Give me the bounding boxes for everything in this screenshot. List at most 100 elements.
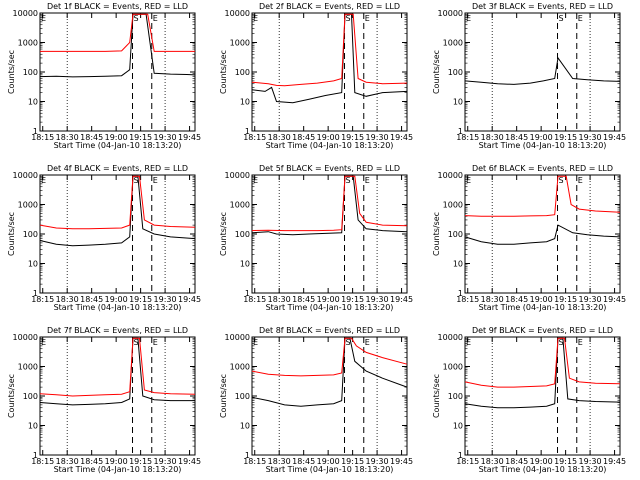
event-marker-label: E: [41, 14, 46, 23]
chart-panel-9: Det 9f BLACK = Events, RED = LLD 1 10 100 10…: [432, 326, 626, 474]
series-line-lld: [40, 13, 195, 52]
event-marker-label: S: [134, 338, 139, 347]
chart-title: Det 1f BLACK = Events, RED = LLD: [47, 2, 188, 11]
x-tick-label: 19:00: [317, 133, 340, 142]
x-tick-label: 18:30: [481, 457, 504, 466]
y-tick-label: 10: [240, 422, 250, 431]
y-tick-label: 10000: [438, 9, 463, 18]
chart-title: Det 5f BLACK = Events, RED = LLD: [259, 164, 400, 173]
event-marker-label: S: [559, 176, 564, 185]
y-axis-label: Counts/sec: [432, 212, 441, 256]
x-tick-label: 19:15: [129, 133, 152, 142]
x-axis-label: Start Time (04-Jan-10 18:13:20): [266, 141, 394, 150]
chart-panel-4: Det 4f BLACK = Events, RED = LLD 1 10 100 10…: [7, 164, 201, 312]
x-tick-label: 19:00: [530, 295, 553, 304]
y-tick-label: 1000: [230, 363, 250, 372]
y-tick-label: 1: [245, 451, 250, 460]
x-axis-label: Start Time (04-Jan-10 18:13:20): [266, 303, 394, 312]
x-tick-label: 19:30: [579, 457, 602, 466]
y-axis-label: Counts/sec: [219, 50, 228, 94]
chart-panel-8: Det 8f BLACK = Events, RED = LLD 1 10 100 10…: [219, 326, 413, 474]
event-marker-label: E: [365, 176, 370, 185]
x-axis-label: Start Time (04-Jan-10 18:13:20): [479, 303, 607, 312]
event-marker-label: S: [346, 176, 351, 185]
chart-panel-3: Det 3f BLACK = Events, RED = LLD 1 10 100 10…: [432, 2, 626, 150]
series-line-lld: [251, 13, 408, 87]
chart-panel-6: Det 6f BLACK = Events, RED = LLD 1 10 100 10…: [432, 164, 626, 312]
y-tick-label: 10000: [438, 333, 463, 342]
y-tick-label: 10: [28, 260, 38, 269]
y-tick-label: 10: [28, 98, 38, 107]
y-tick-label: 10000: [225, 333, 250, 342]
series-line-events: [39, 13, 196, 78]
x-tick-label: 19:30: [154, 457, 177, 466]
x-axis-label: Start Time (04-Jan-10 18:13:20): [266, 465, 394, 474]
x-tick-label: 19:15: [341, 133, 364, 142]
y-tick-label: 1: [33, 127, 38, 136]
event-marker-label: E: [365, 338, 370, 347]
event-marker-label: S: [559, 14, 564, 23]
plot-frame: [464, 12, 621, 132]
chart-panel-2: Det 2f BLACK = Events, RED = LLD 1 10 100 10…: [219, 2, 413, 150]
x-tick-label: 19:30: [366, 295, 389, 304]
chart-title: Det 3f BLACK = Events, RED = LLD: [472, 2, 613, 11]
y-tick-label: 100: [23, 392, 38, 401]
y-tick-label: 10000: [13, 333, 38, 342]
event-marker-label: E: [253, 14, 258, 23]
y-tick-label: 100: [23, 230, 38, 239]
x-tick-label: 19:00: [530, 133, 553, 142]
x-tick-label: 18:30: [268, 295, 291, 304]
y-tick-label: 10000: [225, 9, 250, 18]
chart-title: Det 4f BLACK = Events, RED = LLD: [47, 164, 188, 173]
x-tick-label: 19:30: [366, 457, 389, 466]
event-marker-label: E: [253, 338, 258, 347]
x-tick-label: 18:30: [56, 457, 79, 466]
y-tick-label: 1000: [443, 201, 463, 210]
x-tick-label: 19:45: [603, 133, 626, 142]
event-marker-label: E: [153, 338, 158, 347]
y-tick-label: 100: [448, 68, 463, 77]
y-tick-label: 10: [240, 98, 250, 107]
x-tick-label: 18:45: [80, 133, 103, 142]
x-tick-label: 19:15: [554, 295, 577, 304]
y-axis-label: Counts/sec: [219, 374, 228, 418]
x-tick-label: 18:15: [31, 457, 54, 466]
series-line-lld: [251, 175, 408, 232]
x-tick-label: 19:00: [317, 457, 340, 466]
series-line-events: [464, 337, 621, 409]
x-tick-label: 19:00: [317, 295, 340, 304]
event-marker-label: E: [153, 176, 158, 185]
series-line-lld: [251, 337, 408, 377]
chart-panel-7: Det 7f BLACK = Events, RED = LLD 1 10 100 10…: [7, 326, 201, 474]
event-marker-label: E: [466, 176, 471, 185]
event-marker-label: S: [134, 14, 139, 23]
x-tick-label: 18:30: [268, 457, 291, 466]
x-tick-label: 18:15: [31, 295, 54, 304]
plot-frame: [251, 336, 408, 456]
x-tick-label: 18:30: [481, 133, 504, 142]
x-tick-label: 19:45: [390, 457, 413, 466]
x-tick-label: 18:30: [268, 133, 291, 142]
x-tick-label: 18:15: [243, 457, 266, 466]
event-marker-label: E: [365, 14, 370, 23]
x-tick-label: 18:30: [481, 295, 504, 304]
x-tick-label: 19:15: [341, 457, 364, 466]
y-tick-label: 10000: [225, 171, 250, 180]
y-tick-label: 1: [245, 289, 250, 298]
x-tick-label: 19:15: [129, 457, 152, 466]
x-tick-label: 19:00: [105, 457, 128, 466]
x-tick-label: 19:45: [178, 457, 201, 466]
x-tick-label: 18:15: [456, 133, 479, 142]
event-marker-label: S: [346, 14, 351, 23]
event-marker-label: E: [466, 338, 471, 347]
x-tick-label: 18:45: [292, 295, 315, 304]
x-tick-label: 18:15: [456, 295, 479, 304]
x-tick-label: 18:15: [243, 295, 266, 304]
y-tick-label: 100: [235, 230, 250, 239]
y-tick-label: 10000: [13, 171, 38, 180]
series-line-lld: [464, 337, 621, 388]
y-tick-label: 10: [453, 260, 463, 269]
x-tick-label: 19:00: [105, 133, 128, 142]
y-axis-label: Counts/sec: [432, 374, 441, 418]
x-tick-label: 19:15: [341, 295, 364, 304]
